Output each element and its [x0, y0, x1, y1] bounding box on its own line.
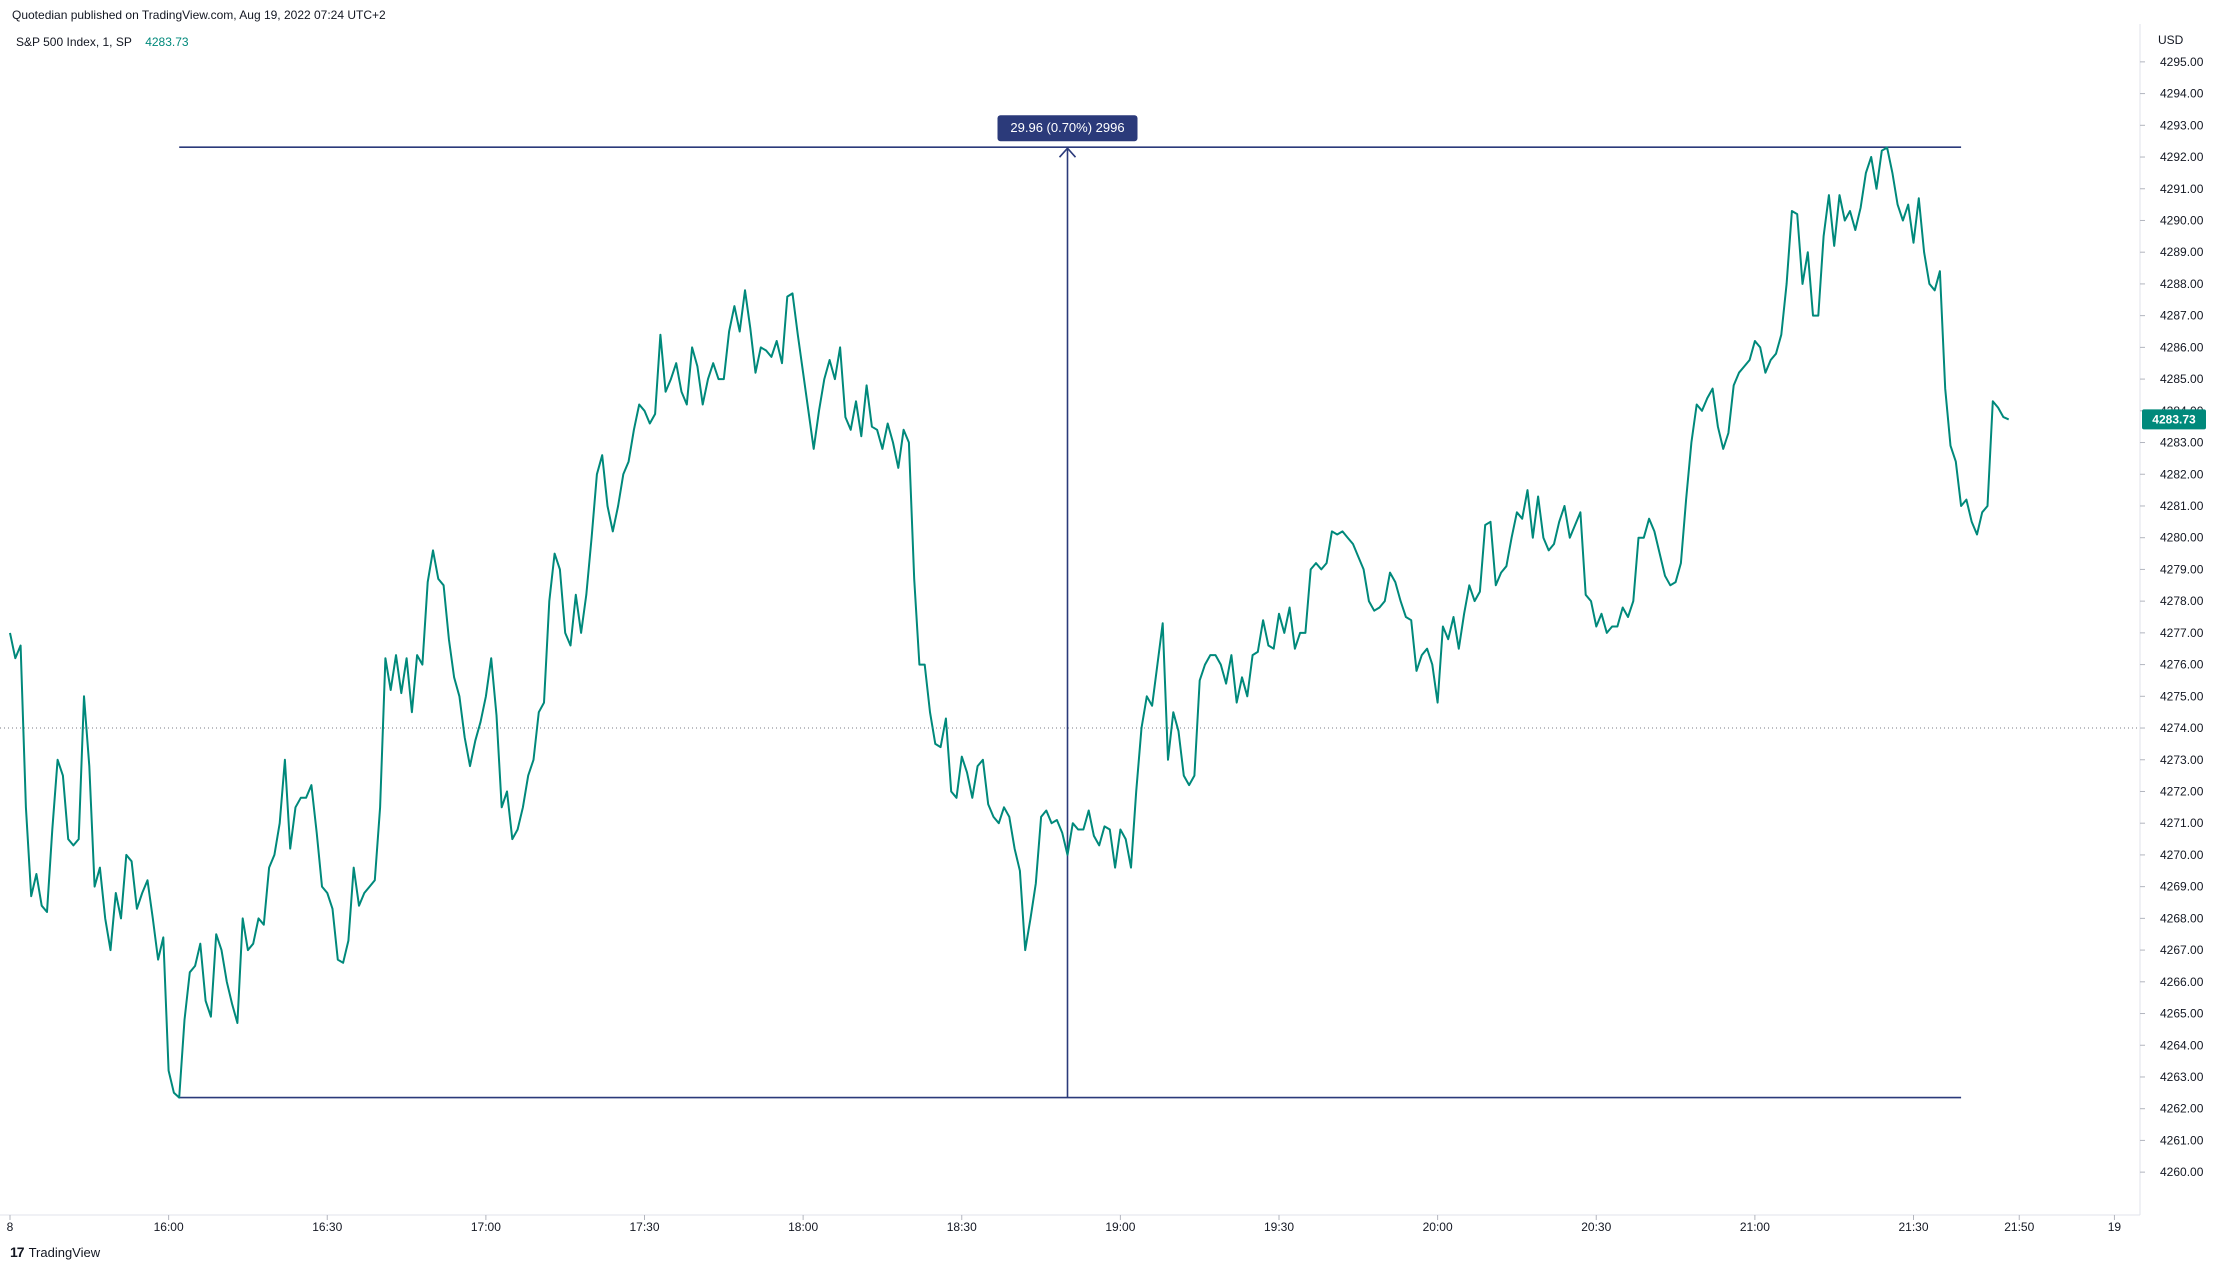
price-tick-label: 4295.00: [2160, 55, 2204, 69]
price-tick-label: 4263.00: [2160, 1070, 2204, 1084]
price-tick-label: 4291.00: [2160, 182, 2204, 196]
symbol-last-price: 4283.73: [145, 35, 189, 49]
time-tick-label: 19: [2108, 1220, 2122, 1234]
price-tick-label: 4260.00: [2160, 1165, 2204, 1179]
price-tick-label: 4273.00: [2160, 753, 2204, 767]
symbol-legend[interactable]: S&P 500 Index, 1, SP 4283.73: [16, 35, 189, 49]
measure-arrow-head-icon: [1058, 146, 1077, 158]
price-tick-label: 4279.00: [2160, 562, 2204, 576]
current-price-badge: [2142, 409, 2206, 430]
price-tick-label: 4286.00: [2160, 340, 2204, 354]
time-tick-label: 16:30: [312, 1220, 342, 1234]
price-tick-label: 4289.00: [2160, 245, 2204, 259]
tradingview-mark-icon: 17: [10, 1244, 25, 1260]
time-tick-label: 19:30: [1264, 1220, 1294, 1234]
time-tick-label: 21:50: [2004, 1220, 2034, 1234]
price-tick-label: 4293.00: [2160, 118, 2204, 132]
symbol-name: S&P 500 Index, 1, SP: [16, 35, 132, 49]
time-tick-label: 18:30: [947, 1220, 977, 1234]
time-tick-label: 8: [7, 1220, 14, 1234]
time-tick-label: 21:30: [1898, 1220, 1928, 1234]
time-tick-label: 17:00: [471, 1220, 501, 1234]
price-tick-label: 4269.00: [2160, 880, 2204, 894]
price-tick-label: 4271.00: [2160, 816, 2204, 830]
time-tick-label: 19:00: [1105, 1220, 1135, 1234]
current-price-badge-text: 4283.73: [2152, 412, 2196, 426]
price-tick-label: 4277.00: [2160, 626, 2204, 640]
price-tick-label: 4283.00: [2160, 436, 2204, 450]
publish-info: Quotedian published on TradingView.com, …: [12, 8, 386, 22]
price-tick-label: 4278.00: [2160, 594, 2204, 608]
price-tick-label: 4275.00: [2160, 689, 2204, 703]
measure-label-text: 29.96 (0.70%) 2996: [1010, 120, 1124, 135]
measure-label-box: [997, 115, 1138, 142]
price-tick-label: 4264.00: [2160, 1038, 2204, 1052]
price-series-line: [9, 146, 2010, 1099]
price-tick-label: 4262.00: [2160, 1102, 2204, 1116]
price-tick-label: 4280.00: [2160, 531, 2204, 545]
price-tick-label: 4261.00: [2160, 1133, 2204, 1147]
price-tick-label: 4268.00: [2160, 911, 2204, 925]
time-tick-label: 20:00: [1423, 1220, 1453, 1234]
price-tick-label: 4281.00: [2160, 499, 2204, 513]
time-tick-label: 17:30: [629, 1220, 659, 1234]
price-tick-label: 4274.00: [2160, 721, 2204, 735]
time-tick-label: 16:00: [154, 1220, 184, 1234]
price-tick-label: 4270.00: [2160, 848, 2204, 862]
time-tick-label: 20:30: [1581, 1220, 1611, 1234]
price-tick-label: 4265.00: [2160, 1007, 2204, 1021]
price-axis[interactable]: USD 4260.00 4261.00 4262.00 4263.00 4264.00 42…: [2140, 33, 2206, 1179]
price-tick-label: 4290.00: [2160, 213, 2204, 227]
tradingview-brand: TradingView: [28, 1244, 101, 1260]
price-tick-label: 4272.00: [2160, 784, 2204, 798]
price-tick-label: 4276.00: [2160, 658, 2204, 672]
price-tick-label: 4288.00: [2160, 277, 2204, 291]
price-tick-label: 4292.00: [2160, 150, 2204, 164]
tradingview-logo[interactable]: 17 TradingView: [10, 1244, 100, 1260]
price-tick-label: 4287.00: [2160, 309, 2204, 323]
time-tick-label: 18:00: [788, 1220, 818, 1234]
currency-label: USD: [2158, 33, 2184, 47]
price-tick-label: 4282.00: [2160, 467, 2204, 481]
time-tick-label: 21:00: [1740, 1220, 1770, 1234]
price-tick-label: 4285.00: [2160, 372, 2204, 386]
price-tick-label: 4294.00: [2160, 87, 2204, 101]
price-tick-label: 4267.00: [2160, 943, 2204, 957]
plot-area[interactable]: 29.96 (0.70%) 2996: [0, 115, 2140, 1099]
time-axis[interactable]: 8 16:00 16:30 17:00 17:30 18:00 18:30 19:00 19:3…: [7, 1215, 2122, 1234]
price-tick-label: 4266.00: [2160, 975, 2204, 989]
